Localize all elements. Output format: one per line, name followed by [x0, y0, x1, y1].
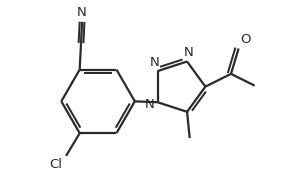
- Text: N: N: [145, 98, 154, 111]
- Text: N: N: [150, 56, 160, 69]
- Text: N: N: [184, 46, 194, 59]
- Text: Cl: Cl: [50, 158, 62, 171]
- Text: N: N: [77, 5, 87, 19]
- Text: O: O: [240, 33, 251, 46]
